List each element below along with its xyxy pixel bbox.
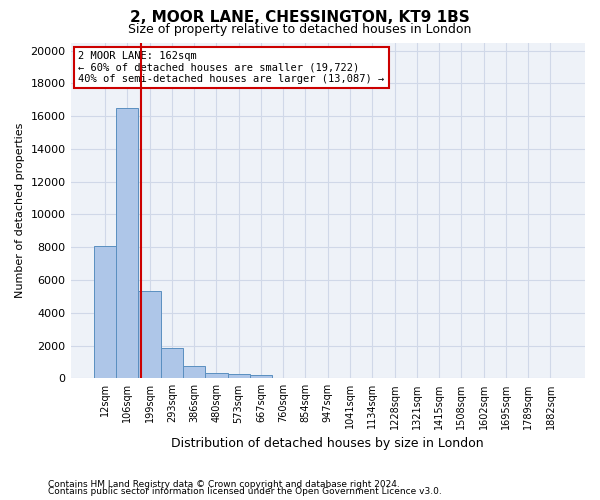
Bar xyxy=(205,372,227,378)
Bar xyxy=(227,374,250,378)
Bar xyxy=(250,375,272,378)
Bar xyxy=(94,246,116,378)
Text: Contains HM Land Registry data © Crown copyright and database right 2024.: Contains HM Land Registry data © Crown c… xyxy=(48,480,400,489)
Text: 2 MOOR LANE: 162sqm
← 60% of detached houses are smaller (19,722)
40% of semi-de: 2 MOOR LANE: 162sqm ← 60% of detached ho… xyxy=(78,51,385,84)
Text: 2, MOOR LANE, CHESSINGTON, KT9 1BS: 2, MOOR LANE, CHESSINGTON, KT9 1BS xyxy=(130,10,470,25)
Bar xyxy=(139,290,161,378)
Bar xyxy=(183,366,205,378)
Bar xyxy=(116,108,139,378)
Bar xyxy=(161,348,183,378)
X-axis label: Distribution of detached houses by size in London: Distribution of detached houses by size … xyxy=(172,437,484,450)
Y-axis label: Number of detached properties: Number of detached properties xyxy=(15,122,25,298)
Text: Size of property relative to detached houses in London: Size of property relative to detached ho… xyxy=(128,22,472,36)
Text: Contains public sector information licensed under the Open Government Licence v3: Contains public sector information licen… xyxy=(48,487,442,496)
